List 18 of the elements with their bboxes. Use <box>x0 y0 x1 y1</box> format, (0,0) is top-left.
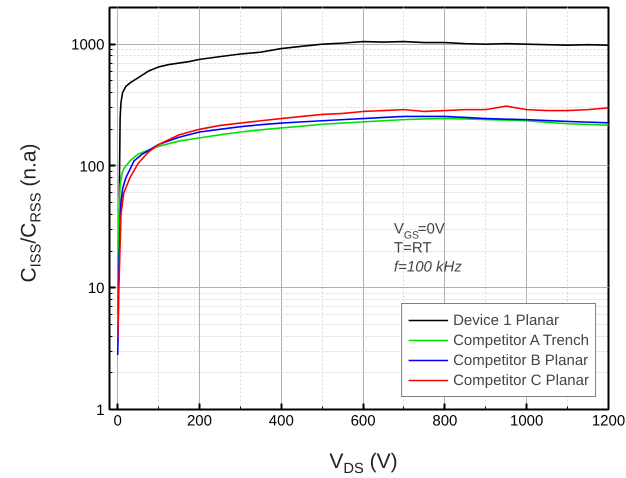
y-tick-label: 100 <box>79 158 105 176</box>
x-tick-label: 1000 <box>510 412 544 430</box>
annotation: T=RT <box>394 240 432 256</box>
x-tick-label: 1200 <box>592 412 626 430</box>
x-axis-title: V$_{DS}$ (V) <box>329 449 398 478</box>
x-tick-label: 0 <box>114 412 122 430</box>
y-tick-label: 1 <box>96 402 104 419</box>
x-tick-label: 800 <box>432 412 458 430</box>
x-tick-label: 400 <box>268 412 294 430</box>
y-tick-label: 1000 <box>71 36 105 54</box>
annotation: f=100 kHz <box>394 258 462 276</box>
legend-label: Competitor A Trench <box>453 332 589 348</box>
legend-label: Competitor B Planar <box>453 352 588 368</box>
legend-label: Device 1 Planar <box>453 312 559 328</box>
legend-label: Competitor C Planar <box>453 372 589 388</box>
x-tick-label: 600 <box>350 412 376 430</box>
y-tick-label: 10 <box>88 280 105 298</box>
x-tick-label: 200 <box>186 412 212 430</box>
